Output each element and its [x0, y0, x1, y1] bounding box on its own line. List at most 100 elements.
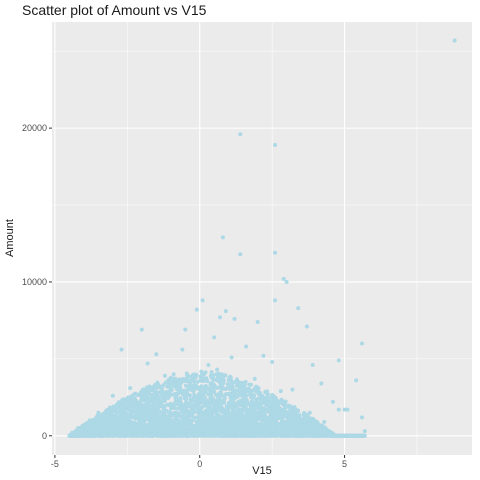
data-point: [198, 391, 203, 396]
data-point: [191, 425, 196, 430]
data-point: [226, 385, 231, 390]
data-point: [121, 417, 126, 422]
data-point: [223, 417, 228, 422]
data-point: [184, 376, 189, 381]
data-point: [95, 427, 100, 432]
data-point: [129, 394, 134, 399]
data-point: [211, 387, 216, 392]
data-point: [272, 408, 277, 413]
data-point: [268, 426, 273, 431]
data-point: [124, 405, 129, 410]
data-point: [141, 420, 146, 425]
data-point: [276, 422, 281, 427]
data-point: [173, 393, 178, 398]
data-point: [202, 422, 207, 427]
data-point: [144, 393, 149, 398]
data-point: [209, 381, 214, 386]
data-point: [317, 423, 322, 428]
data-point: [137, 419, 142, 424]
data-point: [294, 428, 299, 433]
data-point: [213, 417, 218, 422]
data-point: [215, 394, 220, 399]
data-point: [283, 405, 288, 410]
data-point: [192, 380, 197, 385]
data-point: [180, 421, 185, 426]
data-point: [264, 390, 269, 395]
data-point: [274, 413, 279, 418]
data-point: [187, 393, 192, 398]
data-point: [279, 411, 284, 416]
data-point: [301, 413, 306, 418]
data-point: [140, 416, 145, 421]
data-point: [289, 430, 294, 435]
data-point: [193, 415, 198, 420]
data-point: [306, 422, 311, 427]
data-point: [245, 402, 250, 407]
data-point: [195, 397, 200, 402]
data-point: [312, 424, 317, 429]
data-point: [134, 405, 139, 410]
data-point: [279, 416, 284, 421]
data-point: [198, 378, 203, 383]
data-point: [222, 395, 227, 400]
data-point: [208, 388, 213, 393]
data-point: [251, 409, 256, 414]
data-point: [202, 410, 207, 415]
data-point: [248, 382, 253, 387]
data-point: [205, 398, 210, 403]
data-point: [261, 397, 266, 402]
data-point: [161, 391, 166, 396]
data-point: [228, 424, 233, 429]
data-point: [180, 392, 185, 397]
data-point: [247, 422, 252, 427]
data-point: [287, 433, 292, 438]
data-point: [218, 390, 223, 395]
data-point: [272, 429, 277, 434]
data-point: [153, 390, 158, 395]
data-point: [170, 402, 175, 407]
data-point: [171, 413, 176, 418]
data-point: [288, 424, 293, 429]
data-point: [224, 433, 229, 438]
data-point: [206, 392, 211, 397]
data-point: [256, 387, 261, 392]
data-point: [205, 379, 210, 384]
data-point: [101, 423, 106, 428]
data-point: [256, 391, 261, 396]
data-point: [121, 411, 126, 416]
data-point: [154, 393, 159, 398]
data-point: [238, 402, 243, 407]
data-point: [85, 421, 90, 426]
data-point: [229, 411, 234, 416]
data-point: [105, 412, 110, 417]
data-point: [203, 403, 208, 408]
data-point: [226, 401, 231, 406]
data-point: [232, 421, 237, 426]
data-point: [262, 412, 267, 417]
data-point: [95, 413, 100, 418]
data-point: [164, 395, 169, 400]
data-point: [240, 433, 245, 438]
data-point: [203, 383, 208, 388]
data-point: [234, 377, 239, 382]
data-point: [150, 423, 155, 428]
data-point: [276, 404, 281, 409]
data-point: [201, 397, 206, 402]
data-point: [132, 422, 137, 427]
data-point: [207, 418, 212, 423]
data-point: [84, 428, 89, 433]
data-point: [122, 400, 127, 405]
data-point: [267, 403, 272, 408]
data-point: [264, 426, 269, 431]
data-point: [190, 373, 195, 378]
data-point: [150, 420, 155, 425]
data-point: [211, 400, 216, 405]
data-point: [178, 432, 183, 437]
data-point: [168, 412, 173, 417]
data-point: [237, 411, 242, 416]
data-point: [295, 432, 300, 437]
data-point: [258, 410, 263, 415]
data-point: [236, 433, 241, 438]
data-point: [145, 432, 150, 437]
data-point: [253, 428, 258, 433]
